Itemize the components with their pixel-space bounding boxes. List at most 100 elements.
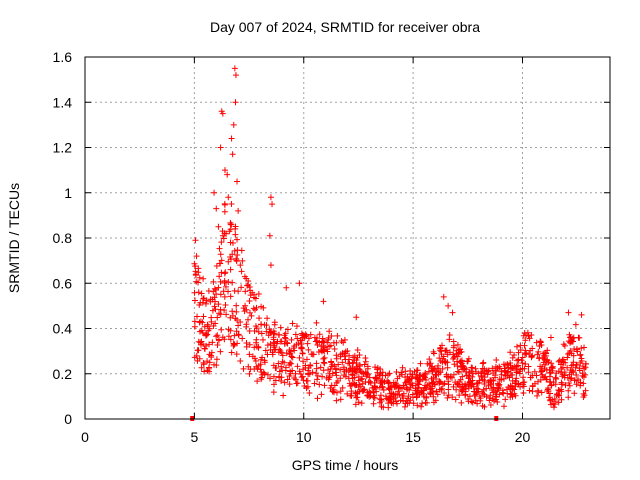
data-point (256, 315, 263, 322)
data-point (446, 349, 453, 356)
data-point (455, 382, 462, 389)
data-point (455, 347, 462, 354)
data-point (349, 360, 356, 367)
data-point (264, 351, 271, 358)
data-point (553, 375, 560, 382)
data-point (512, 383, 519, 390)
data-point (483, 393, 490, 400)
data-point (352, 401, 359, 408)
data-point (282, 367, 289, 374)
data-point (400, 390, 407, 397)
data-point (272, 346, 279, 353)
data-point (558, 369, 565, 376)
axes: 0 0.2 0.4 0.6 0.8 1 1.2 1.4 1.6 0 5 10 15 20 (53, 49, 611, 445)
data-point (340, 372, 347, 379)
data-point (244, 282, 251, 289)
data-point (243, 321, 250, 328)
data-point (217, 291, 224, 298)
data-point (552, 374, 559, 381)
data-point (212, 306, 219, 313)
data-point (394, 375, 401, 382)
data-point (535, 348, 542, 355)
data-point (228, 349, 235, 356)
data-point (521, 342, 528, 349)
data-point (325, 336, 332, 343)
data-point (192, 263, 199, 270)
data-point (347, 382, 354, 389)
data-point (233, 302, 240, 309)
data-point (319, 338, 326, 345)
data-point (259, 336, 266, 343)
data-point (255, 328, 262, 335)
data-point (337, 388, 344, 395)
data-point (234, 178, 241, 185)
data-point (456, 392, 463, 399)
data-point (577, 351, 584, 358)
data-point (288, 336, 295, 343)
data-point (455, 369, 462, 376)
data-point (243, 339, 250, 346)
data-point (211, 189, 218, 196)
data-point (313, 319, 320, 326)
data-point (527, 374, 534, 381)
data-point (233, 308, 240, 315)
data-point (385, 395, 392, 402)
data-point (221, 208, 228, 215)
data-point (225, 278, 232, 285)
data-point (316, 331, 323, 338)
data-point (542, 373, 549, 380)
data-point (460, 363, 467, 370)
data-point (533, 339, 540, 346)
data-point (238, 247, 245, 254)
data-point (444, 364, 451, 371)
data-point (354, 394, 361, 401)
data-point (572, 321, 579, 328)
data-point (573, 372, 580, 379)
data-point (209, 339, 216, 346)
data-point (565, 387, 572, 394)
data-point (257, 366, 264, 373)
data-point (193, 253, 200, 260)
data-point (556, 387, 563, 394)
data-point (198, 338, 205, 345)
data-point (496, 391, 503, 398)
data-point (511, 390, 518, 397)
data-point (299, 350, 306, 357)
data-point (320, 355, 327, 362)
data-point (294, 335, 301, 342)
data-point (453, 386, 460, 393)
data-point (520, 390, 527, 397)
data-point (379, 384, 386, 391)
data-point (430, 379, 437, 386)
data-point (544, 347, 551, 354)
data-point (571, 390, 578, 397)
data-point (230, 121, 237, 128)
data-point (479, 360, 486, 367)
data-point (441, 390, 448, 396)
data-point (328, 359, 335, 366)
data-point (428, 375, 435, 382)
data-point (531, 368, 538, 375)
data-point (490, 384, 497, 391)
data-point (350, 359, 357, 366)
data-point (393, 400, 400, 407)
data-point (396, 391, 403, 398)
data-point (521, 365, 528, 372)
data-point (271, 346, 278, 353)
data-point (196, 302, 203, 309)
data-point (243, 306, 250, 313)
data-point (191, 289, 198, 296)
data-point (440, 293, 447, 300)
data-point (496, 376, 503, 383)
data-point (426, 356, 433, 363)
data-point (217, 144, 224, 151)
y-tick-label: 0.2 (53, 366, 73, 382)
data-point (558, 396, 565, 403)
data-point (270, 389, 277, 396)
data-point (300, 358, 307, 365)
data-point (547, 397, 554, 404)
data-point (231, 247, 238, 254)
data-point (325, 376, 332, 383)
data-point (555, 399, 562, 406)
data-point (467, 378, 474, 385)
